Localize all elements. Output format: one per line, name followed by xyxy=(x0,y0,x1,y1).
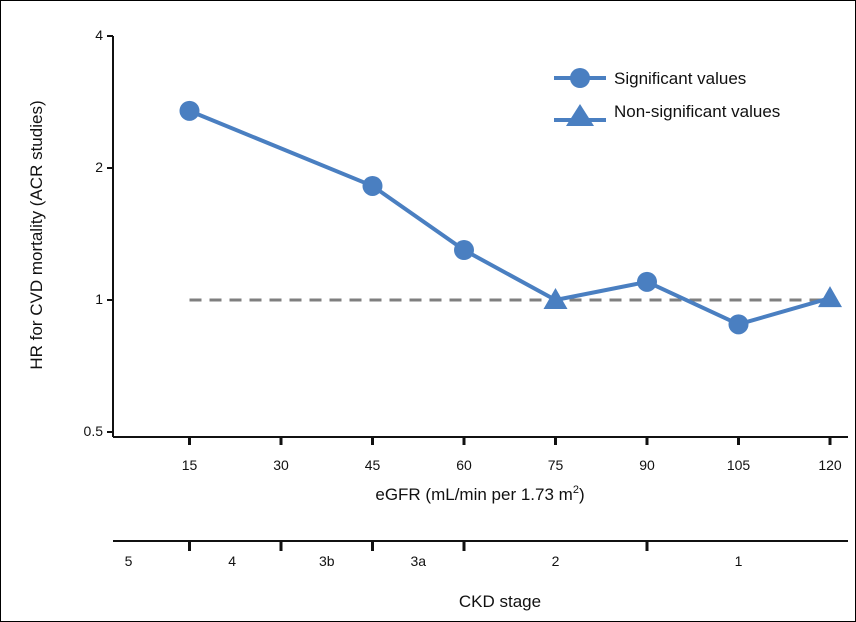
axis-ticks: 0.5 1 2 4 15 30 45 60 75 90 105 120 xyxy=(84,27,842,473)
ckd-stage-label: 3a xyxy=(410,553,426,569)
x-tick-label: 120 xyxy=(818,457,842,473)
significant-point xyxy=(637,271,657,292)
y-tick-label: 0.5 xyxy=(84,423,104,439)
legend-item-significant: Significant values xyxy=(554,68,746,88)
x-tick-label: 30 xyxy=(273,457,289,473)
legend-non-significant-label: Non-significant values xyxy=(614,102,780,121)
x-axis-title-suffix: ) xyxy=(579,485,585,504)
data-markers xyxy=(179,100,842,335)
significant-point xyxy=(362,175,383,196)
ckd-stage-label: 4 xyxy=(228,553,236,569)
x-tick-label: 90 xyxy=(639,457,655,473)
x-tick-label: 45 xyxy=(365,457,381,473)
significant-point xyxy=(179,100,200,121)
significant-point xyxy=(454,240,474,261)
non-significant-point xyxy=(818,286,842,308)
x-tick-label: 15 xyxy=(182,457,198,473)
legend-item-non-significant: Non-significant values xyxy=(554,102,780,126)
legend-significant-label: Significant values xyxy=(614,69,746,88)
x-axis-title-main: eGFR (mL/min per 1.73 m xyxy=(375,485,572,504)
y-tick-label: 2 xyxy=(95,159,103,175)
ckd-stage-label: 1 xyxy=(735,553,743,569)
legend-non-significant-marker xyxy=(566,104,594,126)
series-line xyxy=(188,108,831,327)
legend: Significant values Non-significant value… xyxy=(554,68,780,126)
legend-significant-marker xyxy=(570,68,590,88)
axes xyxy=(112,36,848,438)
x-tick-label: 105 xyxy=(727,457,751,473)
y-tick-label: 1 xyxy=(95,291,103,307)
ckd-stage-label: 5 xyxy=(125,553,133,569)
x-axis-title: eGFR (mL/min per 1.73 m2) xyxy=(375,484,584,504)
ckd-stage-axis: 5 4 3b 3a 2 1 xyxy=(113,540,848,569)
significant-point xyxy=(728,314,749,335)
ckd-stage-label: 3b xyxy=(319,553,335,569)
y-axis-title: HR for CVD mortality (ACR studies) xyxy=(27,100,46,369)
ckd-stage-label: 2 xyxy=(552,553,560,569)
x-axis-title-superscript: 2 xyxy=(573,484,579,496)
ckd-stage-title: CKD stage xyxy=(459,592,541,611)
non-significant-point xyxy=(543,288,568,309)
x-tick-label: 75 xyxy=(548,457,564,473)
x-tick-label: 60 xyxy=(456,457,472,473)
y-tick-label: 4 xyxy=(95,27,103,43)
